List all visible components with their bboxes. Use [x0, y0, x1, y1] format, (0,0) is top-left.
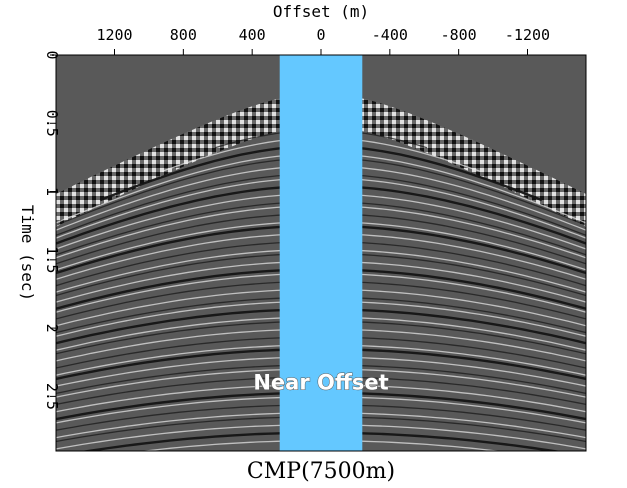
x-tick-label: -400: [372, 26, 408, 44]
y-tick-label: 0.5: [43, 110, 61, 137]
x-axis: 1200 800 400 0 -400 -800 -1200: [96, 26, 550, 55]
near-offset-label: Near Offset: [253, 371, 388, 395]
x-axis-title: Offset (m): [273, 2, 369, 21]
y-axis: 0 0.5 1 1.5 2 2.5: [43, 50, 61, 409]
figure-caption: CMP(7500m): [247, 459, 395, 484]
x-tick-label: -800: [441, 26, 477, 44]
y-tick-label: 2.5: [43, 383, 61, 410]
y-tick-label: 0: [43, 50, 61, 59]
y-tick-label: 1.5: [43, 246, 61, 273]
y-axis-title: Time (sec): [18, 205, 37, 301]
x-tick-label: 800: [170, 26, 197, 44]
x-tick-label: 400: [239, 26, 266, 44]
x-tick-label: 1200: [96, 26, 132, 44]
y-tick-label: 1: [43, 187, 61, 196]
near-offset-band: [279, 55, 363, 451]
y-tick-label: 2: [43, 324, 61, 333]
x-tick-label: 0: [316, 26, 325, 44]
x-tick-label: -1200: [505, 26, 550, 44]
